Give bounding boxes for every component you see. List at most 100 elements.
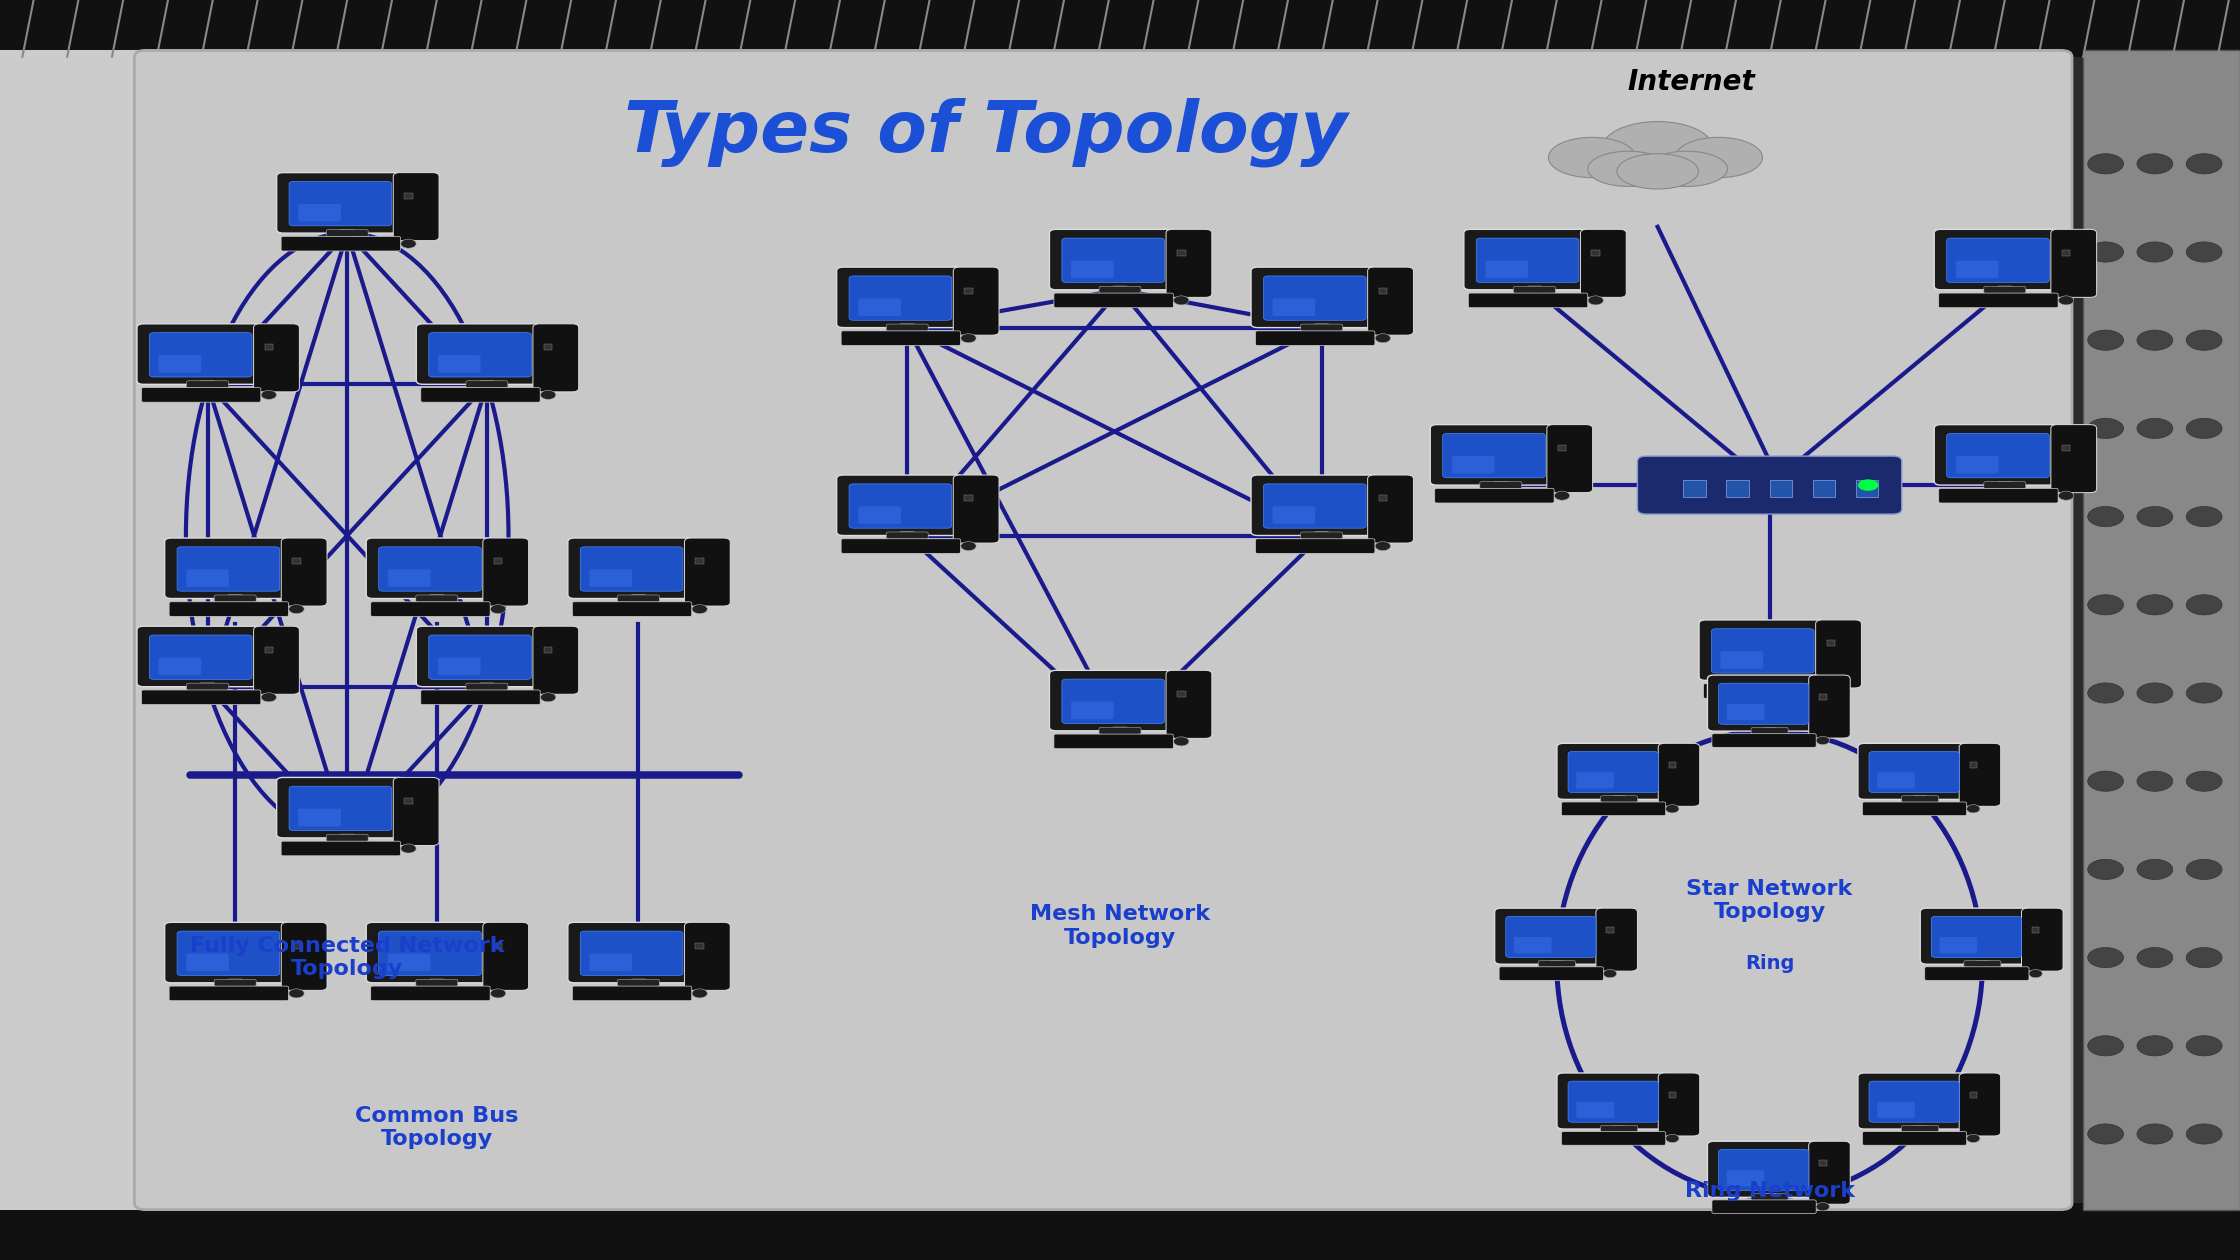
Bar xyxy=(963,495,972,501)
FancyBboxPatch shape xyxy=(484,922,529,990)
Circle shape xyxy=(2088,507,2124,527)
Bar xyxy=(963,287,972,294)
Polygon shape xyxy=(632,595,645,598)
FancyBboxPatch shape xyxy=(1956,261,1998,278)
Ellipse shape xyxy=(1676,137,1763,178)
FancyBboxPatch shape xyxy=(1707,675,1821,731)
FancyBboxPatch shape xyxy=(166,922,293,983)
FancyBboxPatch shape xyxy=(437,658,482,675)
Ellipse shape xyxy=(401,844,417,853)
FancyBboxPatch shape xyxy=(1947,238,2050,282)
FancyBboxPatch shape xyxy=(1924,966,2029,980)
Ellipse shape xyxy=(692,605,708,614)
FancyBboxPatch shape xyxy=(858,507,900,524)
FancyBboxPatch shape xyxy=(842,331,961,345)
FancyBboxPatch shape xyxy=(954,267,999,335)
FancyBboxPatch shape xyxy=(580,547,683,591)
FancyBboxPatch shape xyxy=(150,333,253,377)
FancyBboxPatch shape xyxy=(1071,702,1113,719)
Circle shape xyxy=(2137,771,2173,791)
FancyBboxPatch shape xyxy=(1868,1081,1960,1123)
Bar xyxy=(264,646,273,653)
FancyBboxPatch shape xyxy=(1557,743,1671,799)
Circle shape xyxy=(2186,683,2222,703)
Ellipse shape xyxy=(1646,151,1727,186)
FancyBboxPatch shape xyxy=(367,922,495,983)
FancyBboxPatch shape xyxy=(1055,735,1174,748)
FancyBboxPatch shape xyxy=(954,475,999,543)
Polygon shape xyxy=(228,979,242,983)
FancyBboxPatch shape xyxy=(887,532,927,539)
FancyBboxPatch shape xyxy=(1718,1149,1810,1191)
Polygon shape xyxy=(900,532,914,536)
Circle shape xyxy=(2186,859,2222,879)
FancyBboxPatch shape xyxy=(842,539,961,553)
Circle shape xyxy=(2186,330,2222,350)
Ellipse shape xyxy=(1375,334,1391,343)
Ellipse shape xyxy=(1602,121,1714,174)
FancyBboxPatch shape xyxy=(858,299,900,316)
Ellipse shape xyxy=(1375,542,1391,551)
Bar xyxy=(493,558,502,564)
FancyBboxPatch shape xyxy=(1857,743,1971,799)
Polygon shape xyxy=(228,595,242,598)
FancyBboxPatch shape xyxy=(166,538,293,598)
FancyBboxPatch shape xyxy=(1100,727,1140,735)
FancyBboxPatch shape xyxy=(1494,908,1608,964)
FancyBboxPatch shape xyxy=(1167,670,1212,738)
Bar xyxy=(0,1203,2240,1260)
FancyBboxPatch shape xyxy=(1452,456,1494,474)
Bar xyxy=(264,344,273,350)
Bar xyxy=(0,50,146,1210)
FancyBboxPatch shape xyxy=(1436,489,1555,503)
Bar xyxy=(0,0,2240,57)
Bar xyxy=(1770,480,1792,496)
Bar xyxy=(1669,762,1676,767)
Polygon shape xyxy=(900,324,914,328)
Text: Internet: Internet xyxy=(1626,68,1756,96)
FancyBboxPatch shape xyxy=(567,922,697,983)
Ellipse shape xyxy=(1174,737,1189,746)
FancyBboxPatch shape xyxy=(327,229,367,237)
Circle shape xyxy=(2137,948,2173,968)
Ellipse shape xyxy=(1667,1134,1680,1143)
Circle shape xyxy=(2088,771,2124,791)
Bar xyxy=(1855,480,1877,496)
FancyBboxPatch shape xyxy=(1808,1142,1850,1205)
FancyBboxPatch shape xyxy=(372,602,491,616)
FancyBboxPatch shape xyxy=(186,570,228,587)
FancyBboxPatch shape xyxy=(289,181,392,226)
FancyBboxPatch shape xyxy=(379,931,482,975)
Bar xyxy=(544,344,553,350)
Bar xyxy=(544,646,553,653)
Ellipse shape xyxy=(961,542,977,551)
Bar xyxy=(1590,249,1599,256)
Ellipse shape xyxy=(262,391,276,399)
FancyBboxPatch shape xyxy=(1250,267,1380,328)
Ellipse shape xyxy=(1817,736,1830,745)
Ellipse shape xyxy=(1174,296,1189,305)
FancyBboxPatch shape xyxy=(567,538,697,598)
Circle shape xyxy=(2186,418,2222,438)
Ellipse shape xyxy=(491,605,506,614)
Ellipse shape xyxy=(1823,687,1839,696)
Ellipse shape xyxy=(1604,969,1617,978)
Bar xyxy=(1969,762,1978,767)
Bar xyxy=(1176,690,1185,697)
Ellipse shape xyxy=(540,391,556,399)
FancyBboxPatch shape xyxy=(134,50,2072,1210)
FancyBboxPatch shape xyxy=(1711,1200,1817,1213)
Polygon shape xyxy=(340,834,354,838)
Polygon shape xyxy=(1915,1125,1926,1129)
FancyBboxPatch shape xyxy=(1548,425,1593,493)
FancyBboxPatch shape xyxy=(685,922,730,990)
Circle shape xyxy=(2088,242,2124,262)
FancyBboxPatch shape xyxy=(1817,620,1861,688)
Bar xyxy=(1669,1092,1676,1097)
Bar xyxy=(493,942,502,949)
FancyBboxPatch shape xyxy=(1920,908,2034,964)
FancyBboxPatch shape xyxy=(1481,481,1521,489)
Circle shape xyxy=(2088,595,2124,615)
Ellipse shape xyxy=(1667,805,1680,813)
FancyBboxPatch shape xyxy=(428,635,531,679)
